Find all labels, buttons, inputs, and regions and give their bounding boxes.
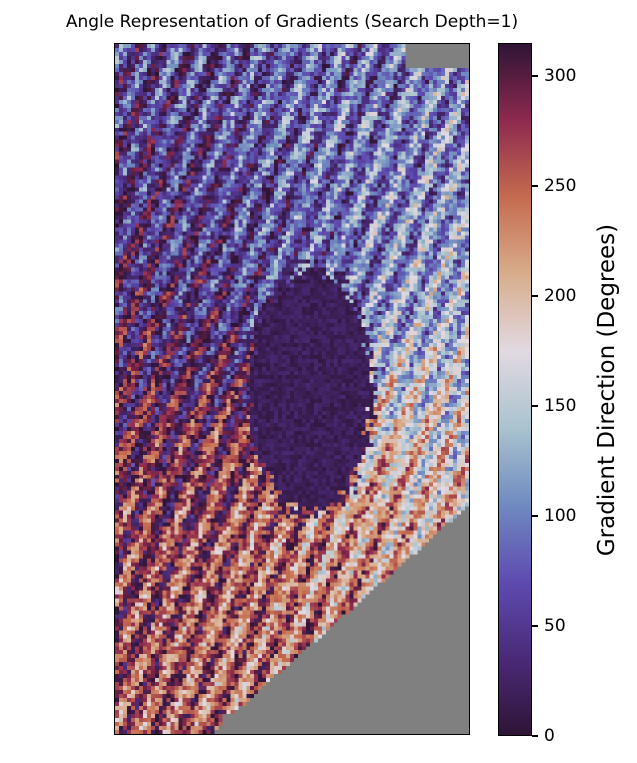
heatmap-plot-area: [114, 43, 470, 735]
colorbar-tick-label: 100: [544, 506, 577, 526]
colorbar-tick-mark: [532, 405, 538, 407]
colorbar-gradient: [499, 44, 531, 735]
colorbar-tick-label: 0: [544, 726, 555, 746]
colorbar-tick-mark: [532, 625, 538, 627]
colorbar-tick-label: 250: [544, 176, 577, 196]
colorbar-tick-mark: [532, 75, 538, 77]
gradient-angle-heatmap: [115, 44, 469, 734]
colorbar-tick-mark: [532, 515, 538, 517]
colorbar-tick-label: 50: [544, 616, 566, 636]
chart-title: Angle Representation of Gradients (Searc…: [65, 12, 519, 32]
colorbar-tick-mark: [532, 295, 538, 297]
colorbar-label: Gradient Direction (Degrees): [594, 223, 620, 557]
colorbar-tick-mark: [532, 185, 538, 187]
colorbar: [498, 43, 532, 736]
colorbar-tick-label: 150: [544, 396, 577, 416]
colorbar-tick-label: 200: [544, 286, 577, 306]
colorbar-tick-label: 300: [544, 66, 577, 86]
colorbar-tick-mark: [532, 735, 538, 737]
